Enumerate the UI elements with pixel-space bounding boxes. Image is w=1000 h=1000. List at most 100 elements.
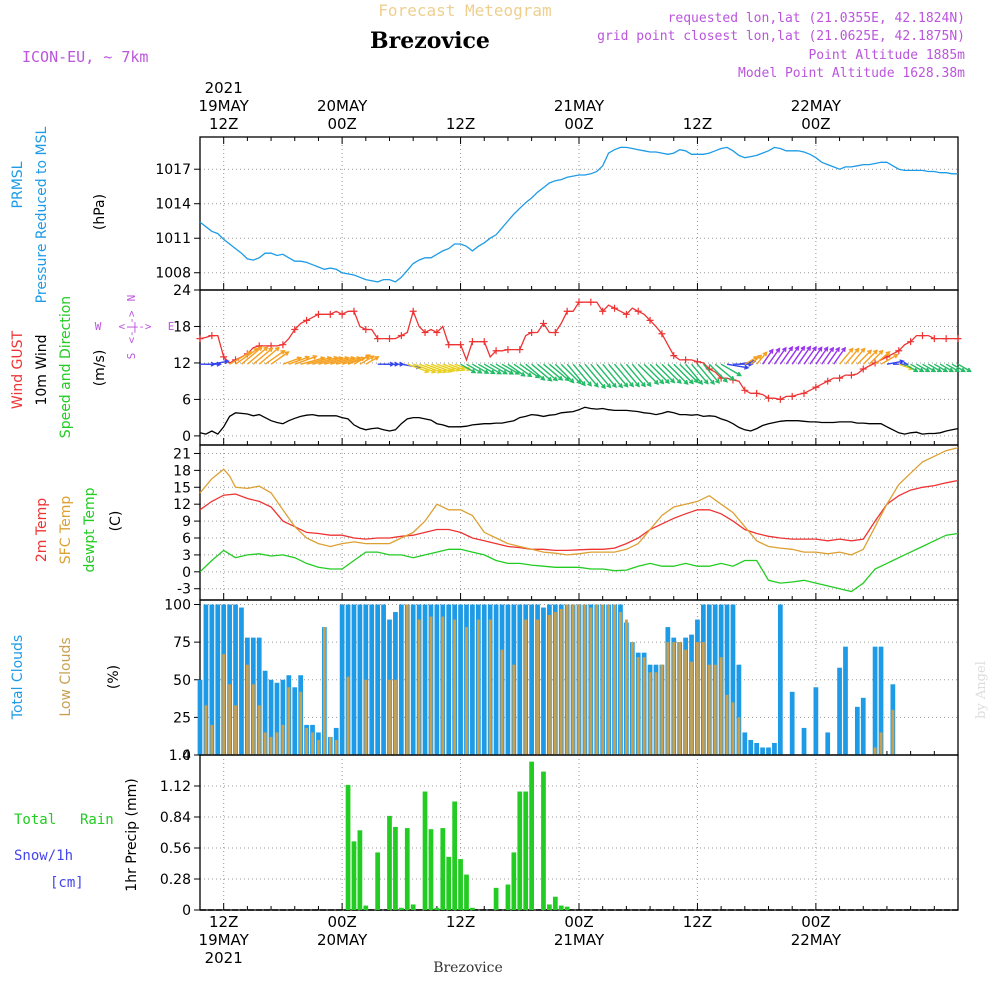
top-axis-label: 21MAY bbox=[554, 97, 605, 115]
total-cloud-bar bbox=[256, 637, 262, 755]
wind-direction-arrow bbox=[365, 356, 380, 365]
gust-marker bbox=[326, 310, 334, 318]
wind-direction-arrow bbox=[685, 363, 704, 386]
gust-marker bbox=[208, 332, 216, 340]
low-cloud-bar bbox=[589, 607, 593, 755]
precipitation-ytick-label: 1.12 bbox=[160, 779, 191, 795]
rain-bar bbox=[458, 859, 463, 910]
clouds-ytick-label: 50 bbox=[173, 673, 191, 689]
bottom-axis-label: 12Z bbox=[446, 913, 475, 931]
total-cloud-bar bbox=[777, 604, 783, 755]
top-axis-label: 19MAY bbox=[199, 97, 250, 115]
compass-east: E bbox=[168, 320, 175, 333]
low-cloud-bar bbox=[536, 619, 539, 755]
gust-marker bbox=[611, 304, 619, 312]
pressure-ytick-label: 1008 bbox=[155, 266, 191, 282]
gust-label: Wind GUST bbox=[10, 330, 26, 409]
low-cloud-bar bbox=[222, 654, 226, 755]
wind-direction-arrow bbox=[702, 363, 720, 384]
wind-direction-arrow bbox=[211, 359, 230, 365]
gust-marker bbox=[741, 386, 749, 394]
bottom-axis-label: 21MAY bbox=[554, 931, 605, 949]
gust-marker bbox=[682, 356, 690, 364]
total-cloud-bar bbox=[239, 607, 244, 755]
wind-direction-arrow bbox=[910, 363, 925, 373]
wind-direction-arrow bbox=[661, 363, 682, 385]
bottom-axis-label: 00Z bbox=[564, 913, 593, 931]
low-cloud-bar bbox=[394, 679, 397, 755]
top-axis-label: 12Z bbox=[446, 115, 475, 133]
wind-direction-arrow bbox=[353, 354, 371, 365]
gust-marker bbox=[433, 329, 441, 337]
wind-direction-arrow bbox=[537, 363, 559, 382]
precip-snow-unit: [cm] bbox=[50, 875, 84, 891]
gust-marker bbox=[622, 310, 630, 318]
rain-bar bbox=[464, 874, 469, 910]
total-cloud-bar bbox=[227, 604, 232, 755]
bottom-axis-label: 20MAY bbox=[317, 931, 368, 949]
wind-ytick-label: 6 bbox=[182, 392, 191, 408]
gust-marker bbox=[220, 353, 228, 361]
low-cloud-bar bbox=[630, 642, 634, 755]
clouds-ytick-label: 75 bbox=[173, 635, 191, 651]
wind-direction-arrow bbox=[886, 359, 905, 365]
rain-bar bbox=[363, 905, 369, 910]
wind-direction-arrow bbox=[513, 363, 533, 378]
temp-labels: 2m Temp SFC Temp dewpt Temp (C) bbox=[34, 487, 124, 572]
wind-direction-arrow bbox=[922, 363, 937, 373]
low-cloud-bar bbox=[441, 616, 445, 755]
rain-bar bbox=[398, 907, 404, 910]
temperature-ytick-label: 12 bbox=[173, 497, 191, 513]
total-cloud-bar bbox=[422, 604, 428, 755]
total-cloud-bar bbox=[878, 646, 884, 755]
rain-bar bbox=[552, 896, 558, 910]
total-cloud-bar bbox=[351, 604, 357, 755]
total-cloud-bar bbox=[262, 670, 268, 755]
clouds-ytick-label: 0 bbox=[182, 748, 191, 764]
rain-bar bbox=[470, 907, 475, 910]
total-cloud-bar bbox=[517, 604, 523, 755]
wind-direction-arrow bbox=[596, 363, 617, 389]
pressure-labels: PRMSL Pressure Reduced to MSL (hPa) bbox=[10, 126, 108, 303]
top-axis-label: 00Z bbox=[564, 115, 593, 133]
gust-marker bbox=[812, 383, 820, 391]
gust-marker bbox=[457, 341, 465, 349]
low-cloud-bar bbox=[453, 619, 457, 755]
wind-direction-arrow bbox=[525, 363, 546, 381]
credit: by Angel bbox=[974, 661, 989, 719]
low-cloud-bar bbox=[251, 684, 255, 755]
wind-direction-arrow bbox=[856, 349, 873, 365]
wind-direction-arrow bbox=[827, 346, 840, 365]
top-axis-label: 2021 bbox=[205, 79, 243, 97]
low-cloud-bar bbox=[648, 672, 652, 755]
low-cloud-bar bbox=[346, 676, 350, 755]
wind-direction-arrow bbox=[904, 363, 919, 373]
rain-bar bbox=[558, 905, 564, 910]
low-cloud-bar bbox=[731, 702, 735, 755]
gust-marker bbox=[303, 316, 311, 324]
total-cloud-bar bbox=[772, 742, 777, 755]
temperature-ytick-label: 9 bbox=[182, 514, 191, 530]
rain-bar bbox=[375, 852, 381, 910]
wind-direction-arrow bbox=[850, 347, 866, 365]
low-cloud-bar bbox=[281, 724, 285, 755]
gust-marker bbox=[374, 335, 382, 343]
compass-south: S bbox=[125, 353, 138, 360]
wind-direction-arrow bbox=[773, 346, 787, 365]
low-cloud-label: Low Clouds bbox=[58, 637, 74, 716]
low-cloud-bar bbox=[524, 619, 528, 755]
rain-bar bbox=[511, 852, 517, 910]
wind-direction-arrow bbox=[625, 363, 646, 388]
wind-direction-arrow bbox=[424, 363, 448, 374]
total-cloud-bar bbox=[398, 604, 404, 755]
rain-bar bbox=[387, 815, 392, 910]
gust-marker bbox=[539, 319, 547, 327]
gust-marker bbox=[918, 332, 926, 340]
rain-bar bbox=[440, 828, 446, 910]
gust-marker bbox=[504, 346, 512, 354]
dewpt-label: dewpt Temp bbox=[82, 487, 98, 572]
dewpt-line bbox=[199, 532, 959, 593]
total-cloud-bar bbox=[736, 664, 742, 755]
wind-direction-arrow bbox=[928, 363, 943, 373]
wind-direction-arrow bbox=[270, 351, 290, 365]
